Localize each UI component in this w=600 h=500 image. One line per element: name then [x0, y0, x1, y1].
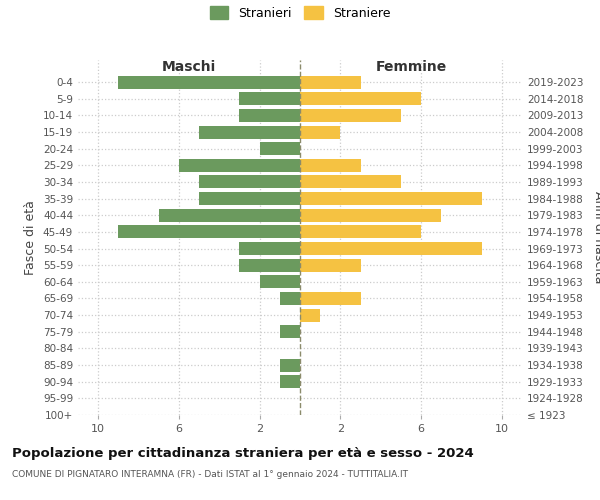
Bar [118, 76, 300, 88]
Bar [199, 192, 300, 205]
Bar [300, 292, 361, 305]
Bar [280, 375, 300, 388]
Text: COMUNE DI PIGNATARO INTERAMNA (FR) - Dati ISTAT al 1° gennaio 2024 - TUTTITALIA.: COMUNE DI PIGNATARO INTERAMNA (FR) - Dat… [12, 470, 408, 479]
Bar [300, 226, 421, 238]
Bar [159, 209, 300, 222]
Text: Maschi: Maschi [162, 60, 216, 74]
Bar [239, 242, 300, 255]
Text: Popolazione per cittadinanza straniera per età e sesso - 2024: Popolazione per cittadinanza straniera p… [12, 448, 474, 460]
Bar [239, 92, 300, 106]
Bar [300, 126, 340, 138]
Legend: Stranieri, Straniere: Stranieri, Straniere [206, 2, 394, 24]
Bar [239, 258, 300, 272]
Bar [199, 126, 300, 138]
Bar [118, 226, 300, 238]
Bar [300, 242, 482, 255]
Bar [239, 109, 300, 122]
Bar [280, 326, 300, 338]
Bar [300, 176, 401, 188]
Bar [260, 142, 300, 155]
Bar [300, 308, 320, 322]
Bar [300, 209, 441, 222]
Y-axis label: Fasce di età: Fasce di età [25, 200, 37, 275]
Bar [179, 159, 300, 172]
Bar [300, 109, 401, 122]
Bar [300, 258, 361, 272]
Bar [300, 192, 482, 205]
Bar [300, 76, 361, 88]
Bar [300, 159, 361, 172]
Bar [260, 276, 300, 288]
Text: Femmine: Femmine [376, 60, 446, 74]
Bar [300, 92, 421, 106]
Bar [199, 176, 300, 188]
Y-axis label: Anni di nascita: Anni di nascita [592, 191, 600, 284]
Bar [280, 292, 300, 305]
Bar [280, 358, 300, 372]
